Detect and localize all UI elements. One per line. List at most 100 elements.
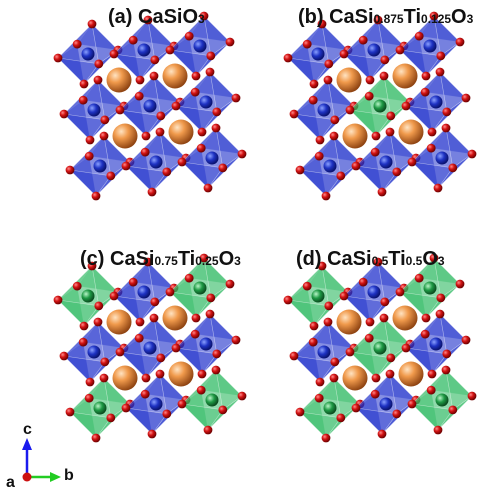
- panel-title-b: (b) CaSi0.875Ti0.125O3: [298, 6, 474, 28]
- oxygen-atom: [78, 95, 88, 105]
- oxygen-atom: [91, 433, 101, 443]
- oxygen-atom: [392, 409, 402, 419]
- oxygen-atom: [317, 261, 327, 271]
- oxygen-atom: [433, 425, 443, 435]
- oxygen-atom: [206, 51, 216, 61]
- oxygen-atom: [380, 297, 390, 307]
- si-atom: [367, 285, 381, 299]
- axis-a-dot: [22, 472, 32, 482]
- oxygen-atom: [324, 59, 334, 69]
- oxygen-atom: [420, 87, 430, 97]
- ti-octahedron: [165, 253, 235, 323]
- oxygen-atom: [315, 135, 325, 145]
- calcium-atom: [342, 365, 368, 391]
- si-atom: [429, 337, 443, 351]
- axis-a-label: a: [6, 474, 15, 491]
- oxygen-atom: [385, 127, 395, 137]
- oxygen-atom: [211, 365, 221, 375]
- oxygen-atom: [364, 91, 374, 101]
- si-octahedron: [109, 257, 179, 327]
- oxygen-atom: [147, 429, 157, 439]
- oxygen-atom: [329, 373, 339, 383]
- si-atom: [435, 151, 449, 165]
- oxygen-atom: [467, 149, 477, 159]
- oxygen-atom: [99, 373, 109, 383]
- oxygen-atom: [162, 167, 172, 177]
- oxygen-atom: [196, 385, 206, 395]
- oxygen-atom: [143, 15, 153, 25]
- oxygen-atom: [128, 35, 138, 45]
- calcium-atom: [398, 361, 424, 387]
- oxygen-atom: [436, 293, 446, 303]
- oxygen-atom: [147, 187, 157, 197]
- oxygen-atom: [401, 101, 411, 111]
- oxygen-atom: [72, 39, 82, 49]
- oxygen-atom: [190, 329, 200, 339]
- si-atom: [93, 159, 107, 173]
- oxygen-atom: [309, 79, 319, 89]
- oxygen-atom: [143, 257, 153, 267]
- oxygen-atom: [203, 183, 213, 193]
- oxygen-atom: [196, 143, 206, 153]
- si-atom: [149, 397, 163, 411]
- oxygen-atom: [308, 95, 318, 105]
- oxygen-atom: [442, 349, 452, 359]
- axis-c-label: c: [23, 421, 32, 438]
- oxygen-atom: [155, 369, 165, 379]
- oxygen-atom: [84, 393, 94, 403]
- ti-atom: [373, 341, 387, 355]
- oxygen-atom: [100, 115, 110, 125]
- si-octahedron: [115, 71, 185, 141]
- oxygen-atom: [379, 313, 389, 323]
- oxygen-atom: [370, 389, 380, 399]
- oxygen-atom: [106, 413, 116, 423]
- si-atom: [311, 47, 325, 61]
- oxygen-atom: [420, 329, 430, 339]
- ti-atom: [423, 281, 437, 295]
- si-atom: [323, 159, 337, 173]
- calcium-atom: [336, 309, 362, 335]
- oxygen-atom: [191, 313, 201, 323]
- oxygen-atom: [467, 391, 477, 401]
- oxygen-atom: [377, 429, 387, 439]
- oxygen-atom: [53, 295, 63, 305]
- oxygen-atom: [295, 165, 305, 175]
- si-atom: [199, 95, 213, 109]
- oxygen-atom: [339, 49, 349, 59]
- oxygen-atom: [134, 333, 144, 343]
- oxygen-atom: [324, 301, 334, 311]
- oxygen-atom: [336, 171, 346, 181]
- si-atom: [143, 341, 157, 355]
- oxygen-atom: [150, 55, 160, 65]
- oxygen-atom: [283, 53, 293, 63]
- oxygen-atom: [309, 321, 319, 331]
- ti-octahedron: [295, 373, 365, 443]
- oxygen-atom: [314, 151, 324, 161]
- oxygen-atom: [184, 273, 194, 283]
- si-octahedron: [401, 67, 471, 137]
- structure-panel-c: [53, 253, 247, 443]
- oxygen-atom: [121, 403, 131, 413]
- oxygen-atom: [106, 171, 116, 181]
- oxygen-atom: [395, 45, 405, 55]
- si-octahedron: [395, 11, 465, 81]
- oxygen-atom: [351, 403, 361, 413]
- oxygen-atom: [184, 31, 194, 41]
- si-atom: [317, 345, 331, 359]
- si-atom: [317, 103, 331, 117]
- oxygen-atom: [59, 351, 69, 361]
- oxygen-atom: [171, 101, 181, 111]
- oxygen-atom: [87, 19, 97, 29]
- oxygen-atom: [345, 347, 355, 357]
- oxygen-atom: [429, 253, 439, 263]
- structure-panel-a: [53, 11, 247, 201]
- structure-panel-b: [283, 11, 477, 201]
- oxygen-atom: [308, 337, 318, 347]
- oxygen-atom: [339, 291, 349, 301]
- oxygen-atom: [225, 279, 235, 289]
- oxygen-atom: [441, 365, 451, 375]
- si-octahedron: [351, 369, 421, 439]
- calcium-atom: [112, 365, 138, 391]
- oxygen-atom: [351, 161, 361, 171]
